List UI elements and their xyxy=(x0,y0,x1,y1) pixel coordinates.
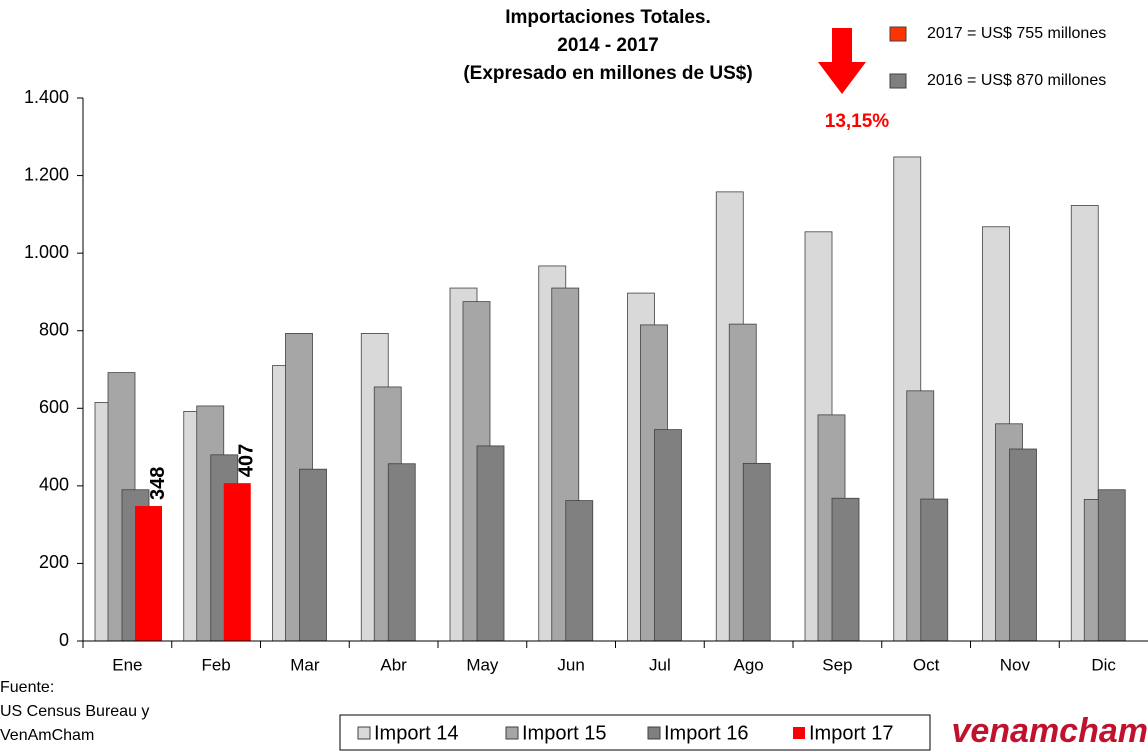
legend-swatch xyxy=(357,726,371,740)
x-tick-label: Abr xyxy=(380,655,407,674)
bar xyxy=(565,500,594,642)
bar xyxy=(654,429,682,642)
chart-title: (Expresado en millones de US$) xyxy=(463,63,752,84)
bar xyxy=(1097,489,1126,642)
legend-label: Import 15 xyxy=(522,722,606,744)
bar xyxy=(1009,448,1037,642)
logo: venamcham xyxy=(951,712,1148,750)
y-tick-label: 400 xyxy=(39,475,69,495)
x-tick-label: Ago xyxy=(734,655,764,674)
legend-label: Import 14 xyxy=(374,722,458,744)
x-tick-label: Mar xyxy=(290,655,320,674)
y-tick-label: 200 xyxy=(39,552,69,572)
bar xyxy=(920,498,949,642)
summary-swatch xyxy=(889,73,907,89)
bar xyxy=(135,506,162,641)
y-tick-label: 800 xyxy=(39,319,69,339)
bar xyxy=(223,483,251,641)
chart-title: 2014 - 2017 xyxy=(557,35,658,56)
x-tick-label: Feb xyxy=(201,655,230,674)
bar xyxy=(387,463,416,642)
x-tick-label: Dic xyxy=(1091,655,1116,674)
source-text: US Census Bureau y xyxy=(0,703,149,720)
data-label: 407 xyxy=(236,444,258,477)
change-label: 13,15% xyxy=(825,111,890,132)
bar xyxy=(742,462,771,642)
x-tick-label: Ene xyxy=(112,655,142,674)
y-tick-label: 600 xyxy=(39,397,69,417)
source-text: Fuente: xyxy=(0,679,54,696)
x-tick-label: Jun xyxy=(557,655,584,674)
bar xyxy=(831,497,860,642)
bar xyxy=(476,445,505,642)
legend-label: Import 16 xyxy=(664,722,748,744)
summary-swatch xyxy=(889,26,907,42)
x-tick-label: Sep xyxy=(822,655,852,674)
x-tick-label: Nov xyxy=(1000,655,1031,674)
legend-swatch xyxy=(793,727,805,739)
x-tick-label: May xyxy=(466,655,499,674)
y-tick-label: 1.000 xyxy=(24,242,69,262)
summary-label: 2017 = US$ 755 millones xyxy=(927,25,1106,42)
bar xyxy=(299,468,327,642)
y-tick-label: 1.400 xyxy=(24,87,69,107)
x-tick-label: Oct xyxy=(913,655,940,674)
legend-label: Import 17 xyxy=(809,722,893,744)
legend-swatch xyxy=(647,726,661,740)
chart-title: Importaciones Totales. xyxy=(505,7,711,28)
down-arrow xyxy=(818,28,866,94)
source-text: VenAmCham xyxy=(0,727,94,744)
data-label: 348 xyxy=(147,467,169,500)
y-tick-label: 0 xyxy=(59,630,69,650)
legend-swatch xyxy=(505,726,519,740)
summary-label: 2016 = US$ 870 millones xyxy=(927,72,1106,89)
x-tick-label: Jul xyxy=(649,655,671,674)
legend-box xyxy=(339,714,931,751)
y-tick-label: 1.200 xyxy=(24,164,69,184)
